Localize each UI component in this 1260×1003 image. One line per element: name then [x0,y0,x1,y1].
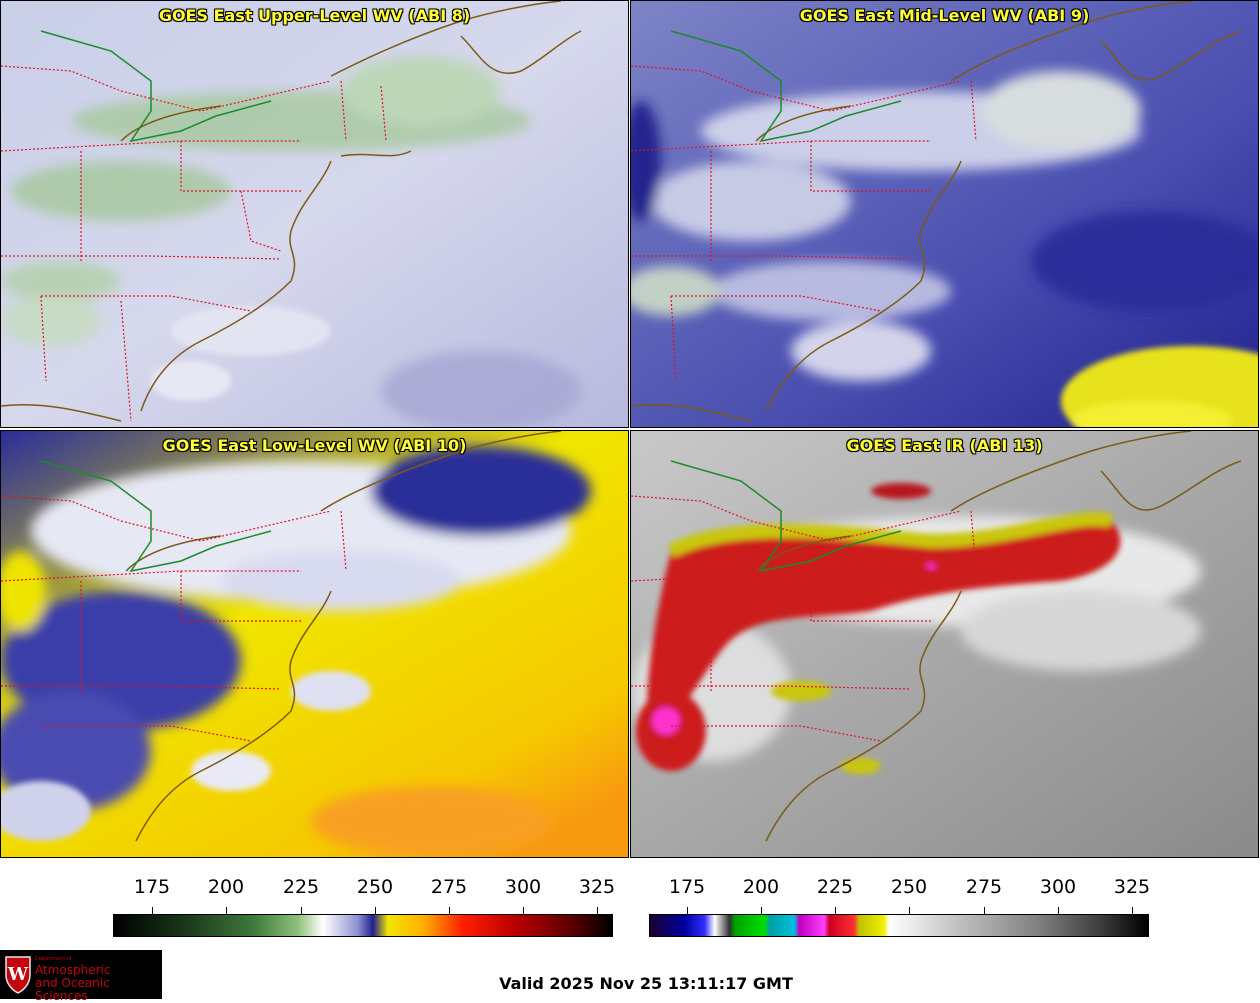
wv-tick-label: 225 [282,876,320,898]
wv-tick-label: 300 [504,876,542,898]
ir-color-scale: 175 200 225 250 275 300 325 [649,876,1151,938]
wv-tick-label: 250 [356,876,394,898]
valid-time-label: Valid 2025 Nov 25 13:11:17 GMT [499,974,793,993]
upper-wv-imagery [1,1,628,427]
wv-colorbar [113,914,613,937]
ir-tick-label: 300 [1039,876,1077,898]
ir-imagery [631,431,1258,857]
wv-tick-label: 200 [207,876,245,898]
panel-title: GOES East Mid-Level WV (ABI 9) [799,6,1090,25]
svg-text:W: W [7,964,29,985]
ir-tick-label: 275 [965,876,1003,898]
wv-tick-label: 175 [133,876,171,898]
logo-line1: Atmospheric [35,963,111,977]
state-borders [1,65,387,422]
wv-tick-label: 275 [430,876,468,898]
panel-title: GOES East Low-Level WV (ABI 10) [162,436,467,455]
wv-color-scale: 175 200 225 250 275 300 325 [113,876,616,938]
ir-tick-label: 225 [816,876,854,898]
aos-logo: W Department of Atmospheric and Oceanic … [0,950,162,1003]
panel-mid-level-wv: GOES East Mid-Level WV (ABI 9) [630,0,1259,428]
ir-tick-label: 200 [742,876,780,898]
canada-border [40,30,272,143]
panel-ir: GOES East IR (ABI 13) [630,430,1259,858]
low-wv-imagery [1,431,628,857]
panel-upper-level-wv: GOES East Upper-Level WV (ABI 8) [0,0,629,428]
ir-scale-ticks: 175 200 225 250 275 300 325 [649,876,1151,914]
logo-department-text: Department of [35,956,72,962]
ir-tick-label: 250 [890,876,928,898]
panel-title: GOES East IR (ABI 13) [846,436,1043,455]
mid-wv-imagery [631,1,1258,427]
uw-shield-icon: W [5,956,31,994]
coastlines [1,1,582,422]
ir-tick-label: 175 [668,876,706,898]
wv-tick-label: 325 [578,876,616,898]
wv-scale-ticks: 175 200 225 250 275 300 325 [113,876,616,914]
ir-colorbar [649,914,1149,937]
panel-title: GOES East Upper-Level WV (ABI 8) [158,6,471,25]
ir-tick-label: 325 [1113,876,1151,898]
panel-low-level-wv: GOES East Low-Level WV (ABI 10) [0,430,629,858]
